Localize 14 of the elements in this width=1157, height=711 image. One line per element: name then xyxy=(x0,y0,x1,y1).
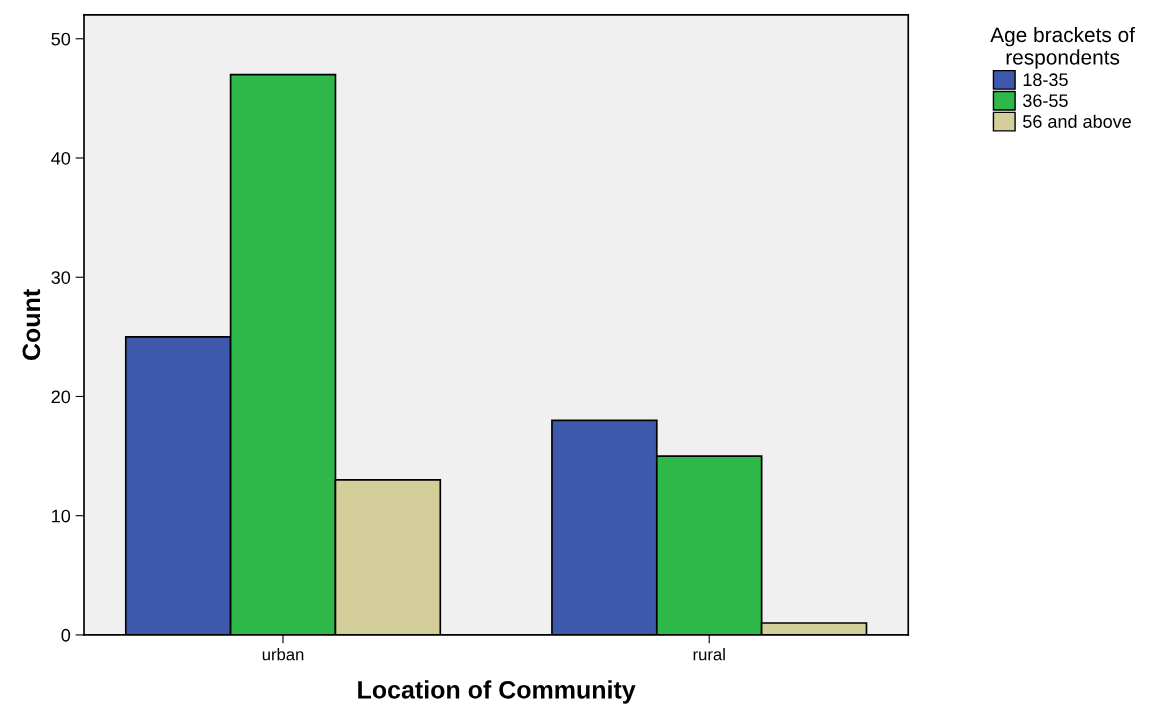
x-axis-title: Location of Community xyxy=(358,680,636,704)
y-tick-label: 20 xyxy=(51,390,71,404)
legend-label: 56 and above xyxy=(1023,114,1131,128)
x-tick-label: urban xyxy=(262,648,304,661)
y-axis-title: Count xyxy=(22,289,41,360)
y-tick-label: 0 xyxy=(61,628,71,642)
y-tick-label: 10 xyxy=(52,509,71,523)
y-tick-label: 50 xyxy=(51,32,71,46)
legend-label: 36-55 xyxy=(1023,94,1068,108)
legend-title: Age brackets of respondents xyxy=(990,26,1136,69)
y-tick-label: 30 xyxy=(51,271,71,284)
y-tick-label: 40 xyxy=(51,151,71,165)
x-tick-label: rural xyxy=(693,648,725,661)
legend-label: 18-35 xyxy=(1023,73,1068,87)
